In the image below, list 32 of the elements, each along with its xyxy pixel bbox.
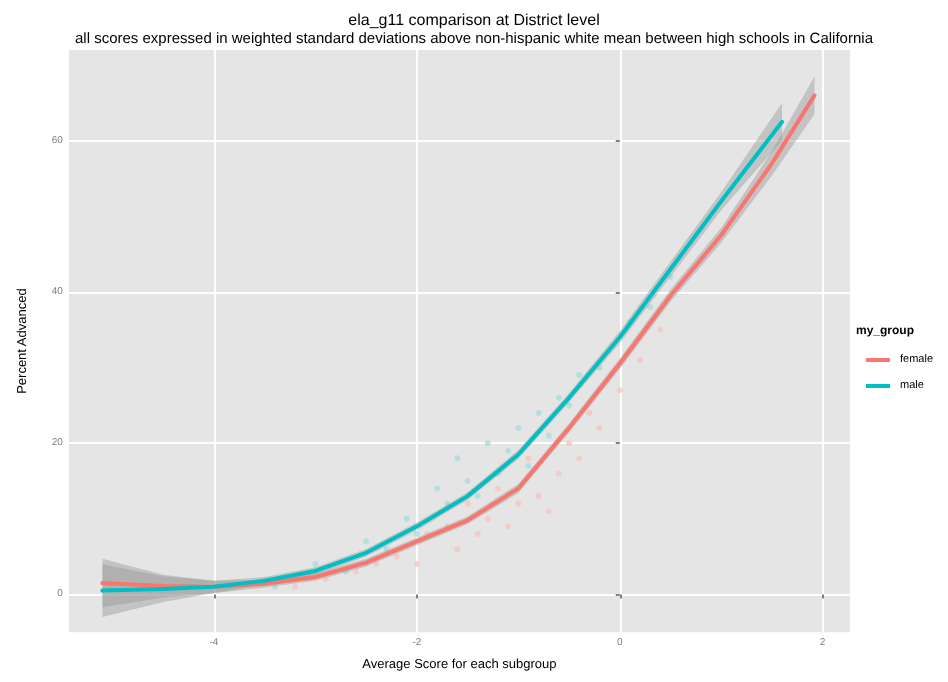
point [576, 372, 583, 379]
point [413, 530, 420, 537]
point [484, 515, 491, 522]
point [464, 477, 471, 484]
point [464, 500, 471, 507]
point [474, 493, 481, 500]
point [484, 440, 491, 447]
point [566, 402, 573, 409]
chart-title: ela_g11 comparison at District level [348, 11, 601, 29]
point [292, 583, 299, 590]
point [434, 485, 441, 492]
point [393, 553, 400, 560]
point [586, 409, 593, 416]
point [525, 462, 532, 469]
point [555, 394, 562, 401]
point [495, 485, 502, 492]
point [271, 583, 278, 590]
point [383, 546, 390, 553]
point [353, 568, 359, 575]
point [373, 561, 380, 568]
point [454, 455, 461, 462]
point [505, 447, 512, 454]
point [322, 576, 329, 583]
point [535, 409, 542, 416]
point [403, 515, 410, 522]
point [515, 425, 522, 432]
point [647, 304, 654, 311]
point [525, 455, 532, 462]
point [363, 538, 370, 545]
point [312, 561, 319, 568]
point [667, 273, 674, 280]
point [545, 432, 552, 439]
